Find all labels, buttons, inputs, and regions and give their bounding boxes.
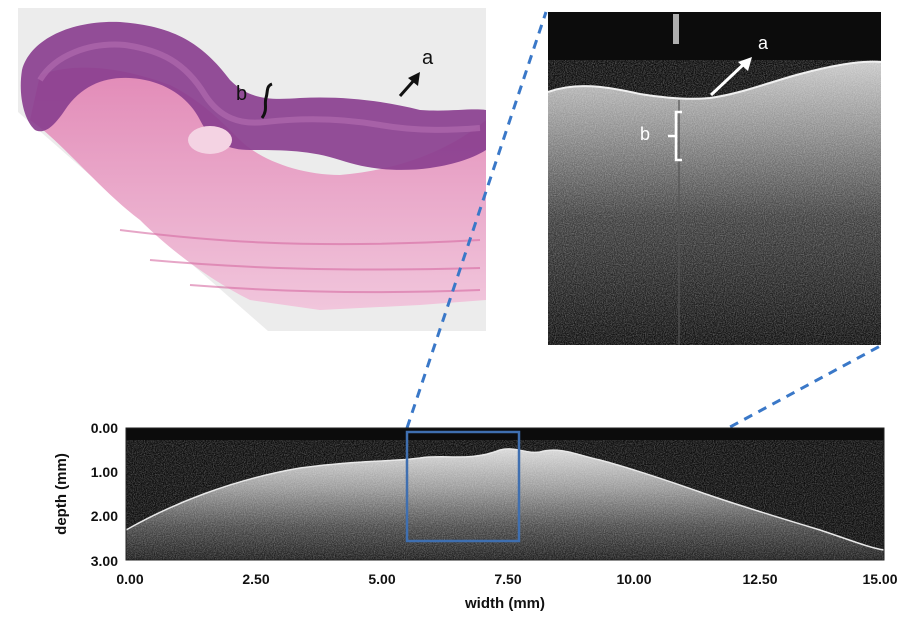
x-tick-5: 12.50 <box>742 571 777 587</box>
oct-zoom-speckle <box>548 60 881 345</box>
oct-zoom-arrow-a <box>709 61 747 97</box>
oct-scan-frame <box>125 427 885 561</box>
histology-bracket-b <box>260 82 273 119</box>
histology-label-b: b <box>236 83 247 105</box>
papilla <box>188 126 232 154</box>
oct-zoom-label-a: a <box>758 33 769 53</box>
y-tick-3: 3.00 <box>91 553 118 569</box>
y-tick-1: 1.00 <box>91 464 118 480</box>
oct-zoom-surface <box>548 60 881 100</box>
oct-scan-axes: 0.00 1.00 2.00 3.00 0.00 2.50 5.00 7.50 … <box>53 420 898 612</box>
x-tick-3: 7.50 <box>494 571 521 587</box>
histology-label-a: a <box>422 47 434 69</box>
roi-box <box>405 430 521 543</box>
x-tick-6: 15.00 <box>862 571 897 587</box>
histology-panel: b a <box>18 8 487 331</box>
x-tick-4: 10.00 <box>616 571 651 587</box>
x-tick-2: 5.00 <box>368 571 395 587</box>
x-tick-0: 0.00 <box>116 571 143 587</box>
y-tick-2: 2.00 <box>91 508 118 524</box>
x-tick-1: 2.50 <box>242 571 269 587</box>
x-axis-title: width (mm) <box>464 595 545 612</box>
y-tick-0: 0.00 <box>91 420 118 436</box>
stroma-tissue <box>30 67 486 310</box>
oct-zoom-reflection <box>673 14 679 44</box>
oct-zoom-bracket-b <box>668 110 682 162</box>
oct-zoom-panel: a b <box>548 12 881 345</box>
oct-zoom-arrowhead-a <box>738 57 752 71</box>
oct-scan-panel <box>125 427 885 561</box>
oct-zoom-label-b: b <box>640 124 650 144</box>
epidermis-layer <box>20 21 487 170</box>
oct-scan-surface <box>126 448 884 551</box>
epidermis-inner <box>37 41 481 133</box>
histology-arrowhead-a <box>408 72 420 86</box>
stroma-fibres <box>119 229 481 294</box>
y-axis-title: depth (mm) <box>53 453 70 535</box>
